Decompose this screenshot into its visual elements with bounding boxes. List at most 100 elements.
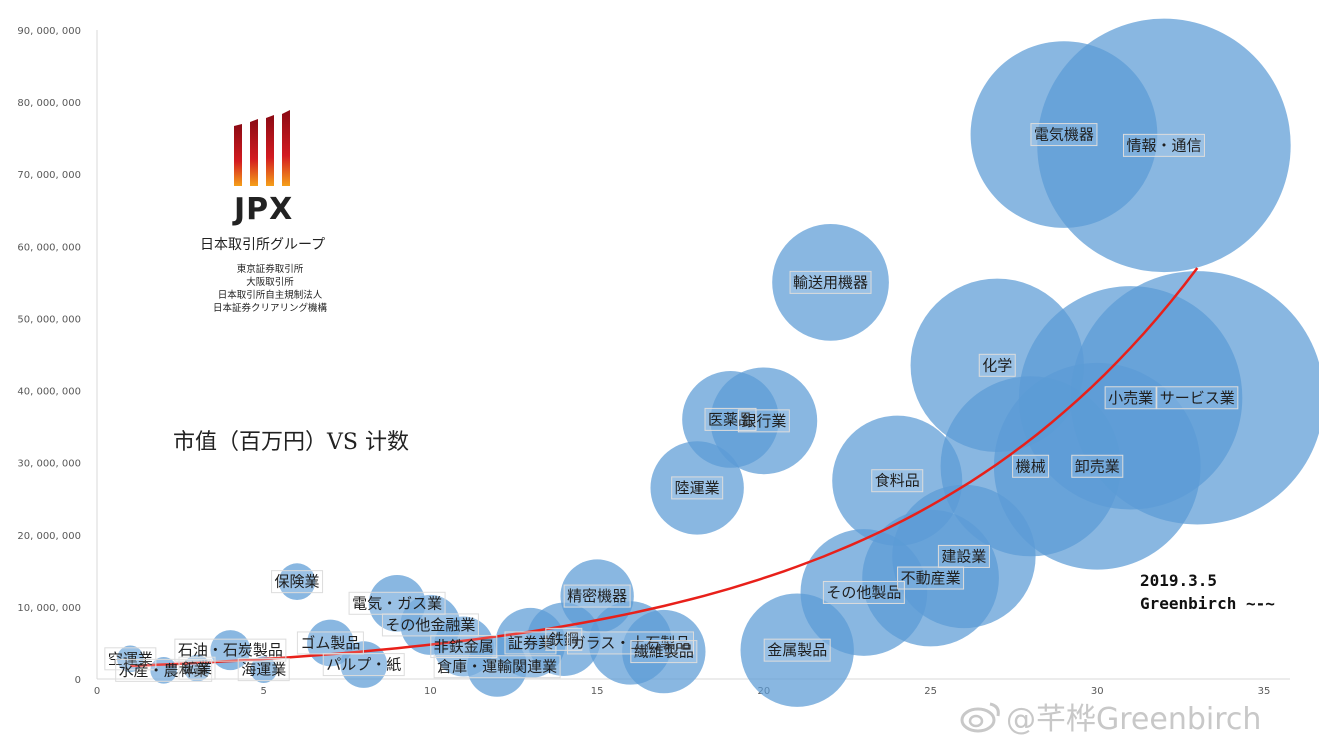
bubble-label-box bbox=[1071, 454, 1124, 478]
bubble-label-text: 不動産業 bbox=[901, 569, 961, 587]
bubble-label: その他金融業 bbox=[381, 613, 479, 637]
bubble-label: 海運業 bbox=[237, 658, 290, 682]
watermark: @芊桦Greenbirch bbox=[1006, 702, 1262, 737]
bubble-label: 金属製品 bbox=[763, 638, 831, 662]
bubble-label: 繊維製品 bbox=[630, 640, 698, 664]
logo-wordmark: JPX bbox=[234, 192, 294, 227]
bubble-label-text: 精密機器 bbox=[567, 587, 627, 605]
bubble bbox=[772, 224, 889, 341]
x-tick-label: 15 bbox=[591, 686, 604, 697]
bubble bbox=[278, 563, 316, 600]
bubble-label-box bbox=[237, 658, 290, 682]
bubble-label: 証券業 bbox=[504, 631, 557, 655]
bubble-labels: 空運業水産・農林業鉱業石油・石炭製品海運業保険業ゴム製品パルプ・紙電気・ガス業そ… bbox=[104, 123, 1239, 682]
bubble-label-text: 輸送用機器 bbox=[793, 273, 868, 291]
bubble-label-text: 鉄鋼 bbox=[549, 630, 579, 648]
bubble-label-text: 倉庫・運輸関連業 bbox=[437, 658, 557, 676]
logo-line-1: 東京証券取引所 bbox=[236, 264, 304, 275]
bubble-label-text: 金属製品 bbox=[767, 641, 827, 659]
bubble-label-box bbox=[433, 655, 561, 679]
x-tick-label: 35 bbox=[1258, 686, 1271, 697]
bubble-label: 電気機器 bbox=[1030, 123, 1098, 147]
y-tick-label: 30, 000, 000 bbox=[17, 459, 81, 470]
bubble-label-box bbox=[545, 627, 583, 651]
bubble-label-text: 陸運業 bbox=[675, 479, 720, 497]
y-tick-label: 60, 000, 000 bbox=[17, 242, 81, 253]
bubble-label: 医薬品 bbox=[704, 407, 757, 431]
x-tick-label: 25 bbox=[924, 686, 937, 697]
bubble-label: 鉱業 bbox=[178, 656, 216, 680]
y-tick-label: 90, 000, 000 bbox=[17, 26, 81, 37]
y-tick-label: 10, 000, 000 bbox=[17, 603, 81, 614]
chart-title: 市值（百万円）VS 计数 bbox=[173, 430, 409, 455]
bubble-label-box bbox=[430, 635, 498, 659]
bubble-label-box bbox=[563, 584, 631, 608]
bubble-label-box bbox=[174, 638, 287, 662]
bubble-label: サービス業 bbox=[1156, 386, 1239, 410]
bubble-label-box bbox=[737, 409, 790, 433]
bubble bbox=[1070, 271, 1319, 525]
y-tick-label: 70, 000, 000 bbox=[17, 170, 81, 181]
bubble-label-text: 海運業 bbox=[241, 661, 286, 679]
bubble-label: 不動産業 bbox=[897, 566, 965, 590]
note-author: Greenbirch ~-~ bbox=[1140, 594, 1275, 613]
bubble-label: 非鉄金属 bbox=[430, 635, 498, 659]
bubble-label: 卸売業 bbox=[1071, 454, 1124, 478]
x-tick-label: 0 bbox=[94, 686, 100, 697]
y-tick-label: 80, 000, 000 bbox=[17, 98, 81, 109]
bubble-label-box bbox=[763, 638, 831, 662]
bubble-label: 銀行業 bbox=[737, 409, 790, 433]
logo-subtitle: 日本取引所グループ bbox=[200, 237, 326, 253]
bubble-label-box bbox=[897, 566, 965, 590]
jpx-logo-mark-icon bbox=[234, 110, 290, 186]
bubble-label: 情報・通信 bbox=[1122, 133, 1205, 157]
bubble-label-text: 機械 bbox=[1016, 457, 1046, 475]
bubble-label-text: 鉱業 bbox=[182, 659, 212, 677]
bubble-label-box bbox=[871, 469, 924, 493]
bubble bbox=[250, 656, 278, 683]
bubble-label-box bbox=[978, 353, 1016, 377]
bubble-label: パルプ・紙 bbox=[322, 653, 405, 677]
bubble-label-text: パルプ・紙 bbox=[326, 656, 401, 674]
bubble-label-text: 水産・農林業 bbox=[119, 661, 209, 679]
bubble-label-text: 電気・ガス業 bbox=[352, 594, 442, 612]
bubble-label-box bbox=[937, 544, 990, 568]
bubble-label: 空運業 bbox=[104, 647, 157, 671]
bubble-label-text: 建設業 bbox=[941, 547, 986, 565]
x-tick-label: 10 bbox=[424, 686, 437, 697]
bubble-label: 電気・ガス業 bbox=[348, 591, 446, 615]
logo-line-2: 大阪取引所 bbox=[246, 277, 294, 288]
bubble-label: 建設業 bbox=[937, 544, 990, 568]
bubble bbox=[622, 609, 706, 694]
bubble-label: 小売業 bbox=[1104, 386, 1157, 410]
bubble-label-box bbox=[822, 580, 905, 604]
bubble-label: 機械 bbox=[1012, 454, 1050, 478]
bubble-label-box bbox=[704, 407, 757, 431]
bubble-label-box bbox=[1030, 123, 1098, 147]
bubble-label-text: 小売業 bbox=[1108, 389, 1153, 407]
bubble-label-box bbox=[1104, 386, 1157, 410]
weibo-icon bbox=[960, 702, 1000, 733]
bubble-label-text: 繊維製品 bbox=[634, 643, 694, 661]
bubble bbox=[710, 367, 818, 475]
y-tick-label: 0 bbox=[75, 675, 81, 686]
bubble-label-text: 化学 bbox=[982, 356, 1012, 374]
bubble-label-text: 証券業 bbox=[508, 634, 553, 652]
bubble-label: 化学 bbox=[978, 353, 1016, 377]
bubble-label-box bbox=[504, 631, 557, 655]
bubble-label-text: 空運業 bbox=[108, 650, 153, 668]
bubble-label: 鉄鋼 bbox=[545, 627, 583, 651]
bubble-label: 石油・石炭製品 bbox=[174, 638, 287, 662]
trend-line bbox=[130, 267, 1199, 668]
bubble-label-text: 医薬品 bbox=[708, 410, 753, 428]
x-tick-label: 30 bbox=[1091, 686, 1104, 697]
bubble-label: 精密機器 bbox=[563, 584, 631, 608]
bubble-label-box bbox=[630, 640, 698, 664]
bubble-label-text: その他金融業 bbox=[385, 616, 475, 634]
bubble-label-text: その他製品 bbox=[826, 583, 901, 601]
bubble-label-text: 銀行業 bbox=[741, 412, 786, 430]
bubble-label-box bbox=[115, 658, 213, 682]
bubble-label-text: 電気機器 bbox=[1034, 126, 1094, 144]
bubble-label: 陸運業 bbox=[671, 476, 724, 500]
